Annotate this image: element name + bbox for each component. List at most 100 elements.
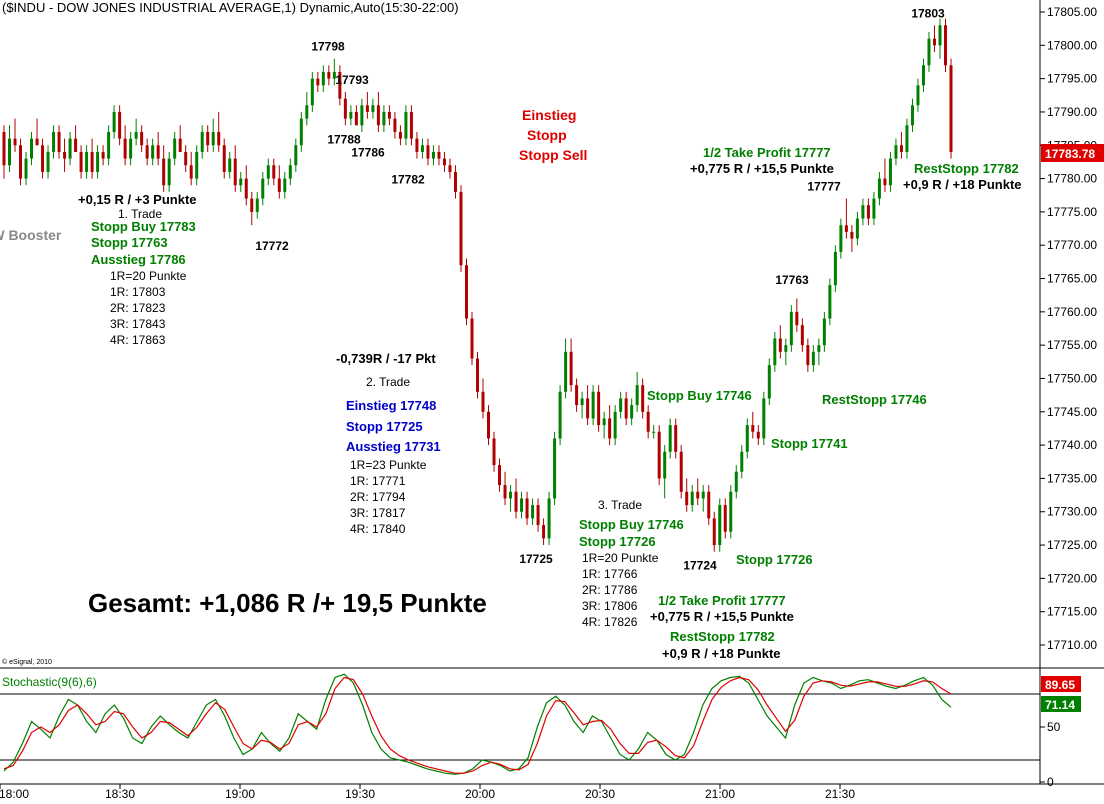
candle-body [861, 205, 865, 219]
candle-body [784, 345, 788, 352]
candle-body [602, 418, 606, 426]
mark-stop-17726: Stopp 17726 [736, 552, 813, 567]
mark-take-profit-top: 1/2 Take Profit 17777 [703, 145, 831, 160]
trade3-stop-buy: Stopp Buy 17746 [579, 517, 684, 532]
trade1-r1: 1R: 17803 [110, 285, 166, 299]
candle-body [883, 178, 887, 186]
candle-body [696, 491, 700, 499]
trade2-r2: 2R: 17794 [350, 490, 406, 504]
trade2-stop: Stopp 17725 [346, 419, 423, 434]
candle-body [624, 398, 628, 419]
trade3-r4: 4R: 17826 [582, 615, 638, 629]
candle-body [261, 178, 265, 199]
stoch-k-line [3, 673, 952, 775]
candle-body [652, 431, 656, 433]
time-tick-label: 19:30 [345, 787, 375, 801]
candle-body [211, 131, 215, 146]
last-price-label: 17783.78 [1045, 147, 1095, 161]
candle-body [305, 105, 309, 119]
candle-body [580, 398, 584, 406]
mark-rest-top-result: +0,9 R / +18 Punkte [903, 177, 1022, 192]
price-tick-label: 17760.00 [1047, 305, 1097, 319]
time-tick-label: 18:00 [0, 787, 29, 801]
candle-body [189, 165, 193, 179]
candle-body [767, 365, 771, 399]
candle-body [531, 505, 535, 519]
candle-body [316, 78, 320, 86]
candle-body [398, 131, 402, 139]
key-point-label: 17786 [351, 146, 385, 160]
candle-body [162, 158, 166, 186]
time-tick-label: 21:30 [825, 787, 855, 801]
candle-body [145, 145, 149, 159]
candle-body [542, 525, 546, 539]
key-point-label: 17725 [519, 552, 553, 566]
candle-body [553, 438, 557, 499]
candle-body [63, 151, 67, 159]
candle-body [156, 145, 160, 159]
candle-body [806, 345, 810, 366]
candle-body [509, 491, 513, 499]
candle-body [299, 118, 303, 146]
stoch-tick-label: 0 [1047, 775, 1054, 789]
candle-body [404, 111, 408, 139]
candle-body [685, 491, 689, 506]
candle-body [442, 158, 446, 166]
candle-body [19, 145, 23, 179]
candle-body [855, 218, 859, 239]
candle-body [283, 178, 287, 192]
candle-body [569, 351, 573, 386]
candle-body [266, 165, 270, 179]
candle-body [905, 125, 909, 152]
candle-body [272, 165, 276, 179]
candle-body [437, 151, 441, 159]
candle-body [916, 85, 920, 106]
key-point-labels: 17772 17798 17788 17793 17786 17782 17725 17724… [255, 6, 945, 572]
candle-body [729, 491, 733, 532]
stoch-badge-top [1041, 676, 1081, 692]
candle-body [597, 391, 601, 426]
candle-body [773, 338, 777, 366]
trade2-result: -0,739R / -17 Pkt [336, 351, 436, 366]
price-tick-label: 17710.00 [1047, 638, 1097, 652]
candle-body [712, 518, 716, 546]
candle-body [101, 151, 105, 159]
candle-body [635, 385, 639, 406]
candle-body [426, 145, 430, 159]
candle-body [459, 191, 463, 266]
price-tick-label: 17735.00 [1047, 471, 1097, 485]
trade3-rest-stop: RestStopp 17782 [670, 629, 775, 644]
trade2-r-line: 1R=23 Punkte [350, 458, 427, 472]
trade3-stop: Stopp 17726 [579, 534, 656, 549]
price-tick-label: 17720.00 [1047, 571, 1097, 585]
key-point-label: 17782 [391, 172, 425, 186]
candle-body [520, 498, 524, 512]
candle-body [228, 158, 232, 172]
candle-body [41, 145, 45, 172]
time-tick-label: 20:00 [465, 787, 495, 801]
mark-stop-buy-17746: Stopp Buy 17746 [647, 388, 752, 403]
trade1-title: 1. Trade [118, 207, 162, 221]
candle-body [476, 358, 479, 392]
stoch-tick-label: 50 [1047, 720, 1061, 734]
key-point-label: 17763 [775, 273, 809, 287]
candle-body [277, 178, 281, 192]
candle-body [899, 145, 903, 152]
time-tick-label: 19:00 [225, 787, 255, 801]
candle-body [789, 311, 793, 346]
candle-body [844, 225, 848, 232]
price-tick-label: 17715.00 [1047, 605, 1097, 619]
candle-body [613, 411, 617, 439]
candle-body [338, 71, 342, 99]
candle-body [828, 285, 832, 319]
price-tick-label: 17805.00 [1047, 5, 1097, 19]
candle-body [690, 491, 694, 506]
price-tick-label: 17745.00 [1047, 405, 1097, 419]
candle-body [123, 138, 127, 159]
candle-body [586, 398, 590, 419]
candles [2, 18, 953, 552]
candle-body [354, 111, 358, 126]
candle-body [646, 411, 650, 432]
candle-body [167, 158, 171, 186]
candle-body [74, 138, 78, 152]
